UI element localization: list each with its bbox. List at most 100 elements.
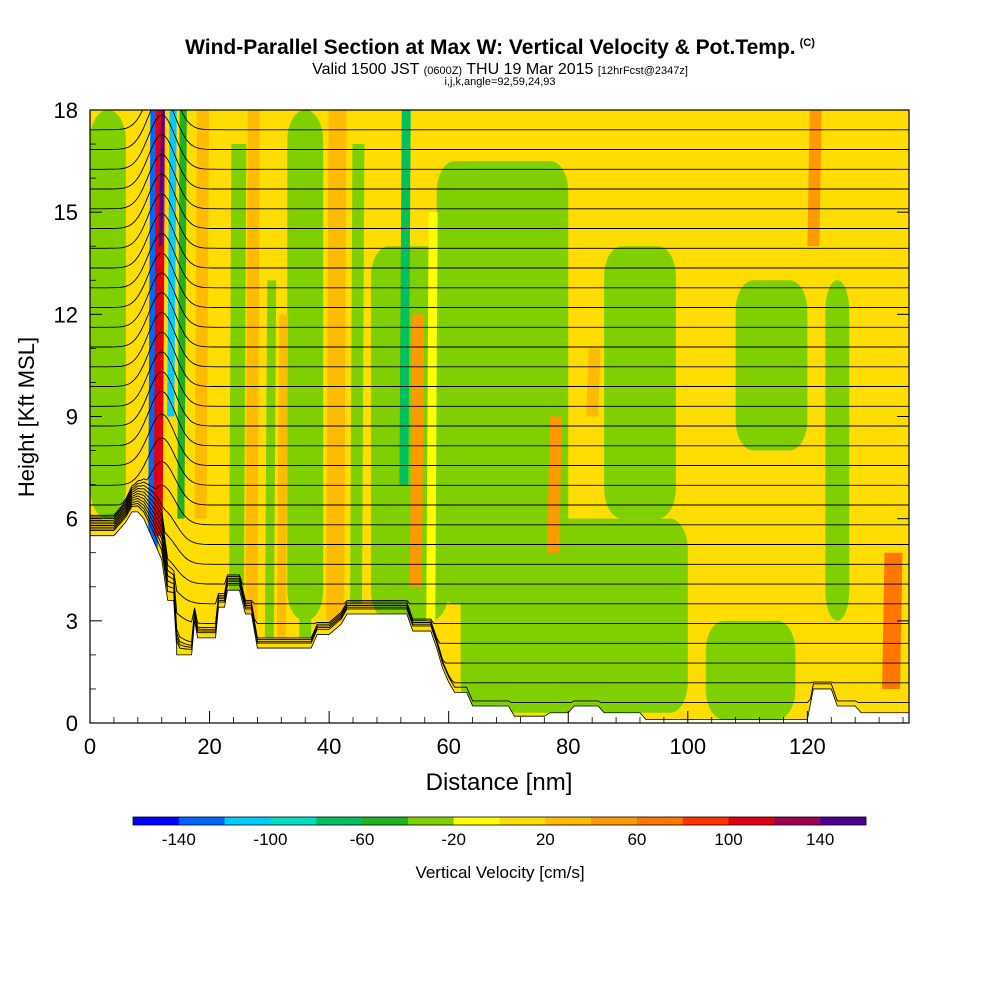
theta-contour xyxy=(90,292,909,348)
theta-contour xyxy=(90,114,909,170)
velocity-region xyxy=(735,280,808,451)
theta-contour xyxy=(90,213,909,269)
theta-contour xyxy=(90,492,909,605)
velocity-region xyxy=(604,246,676,519)
velocity-band xyxy=(409,314,425,587)
velocity-region xyxy=(460,518,688,713)
colorbar-swatch xyxy=(499,817,546,825)
y-tick-label: 18 xyxy=(54,98,78,123)
x-axis-label: Distance [nm] xyxy=(426,769,573,796)
x-tick-label: 80 xyxy=(556,734,580,759)
velocity-band xyxy=(426,212,438,621)
theta-contour xyxy=(90,110,909,150)
colorbar-tick-label: 100 xyxy=(714,830,742,849)
colorbar-swatch xyxy=(728,817,775,825)
theta-contour xyxy=(90,173,909,229)
y-tick-label: 9 xyxy=(66,405,78,430)
x-tick-label: 60 xyxy=(436,734,460,759)
theta-contour xyxy=(90,153,909,210)
y-tick-label: 6 xyxy=(66,507,78,532)
velocity-band xyxy=(299,212,314,638)
theta-contour xyxy=(90,484,909,545)
y-tick-label: 15 xyxy=(54,200,78,225)
colorbar-tick-label: -20 xyxy=(441,830,466,849)
velocity-band xyxy=(158,110,165,247)
subtitle-forecast: [12hrFcst@2347z] xyxy=(597,65,688,77)
velocity-band xyxy=(264,280,277,638)
theta-contour xyxy=(90,481,909,526)
velocity-band xyxy=(807,110,822,247)
theta-contour xyxy=(90,413,909,466)
velocity-band xyxy=(194,110,209,519)
colorbar-tick-label: 60 xyxy=(627,830,646,849)
y-tick-label: 3 xyxy=(66,609,78,634)
velocity-band xyxy=(276,314,289,638)
theta-contour xyxy=(90,272,909,328)
theta-contour xyxy=(90,331,909,387)
theta-contour xyxy=(90,252,909,308)
chart-title: Wind-Parallel Section at Max W: Vertical… xyxy=(0,36,1000,60)
subtitle-utc: (0600Z) xyxy=(423,65,463,77)
colorbar-frame xyxy=(132,816,867,826)
velocity-band xyxy=(882,552,903,689)
theta-contour xyxy=(90,490,909,585)
axes: 0 20 40 60 80 100 120 0 3 6 9 12 15 18 xyxy=(54,98,909,759)
y-tick-label: 0 xyxy=(66,711,78,736)
velocity-region xyxy=(705,620,796,720)
colorbar-swatch xyxy=(820,817,867,825)
velocity-band xyxy=(547,416,562,553)
subtitle-date: THU 19 Mar 2015 xyxy=(466,61,594,78)
potential-temperature-contours xyxy=(90,110,909,704)
colorbar-label: Vertical Velocity [cm/s] xyxy=(415,863,585,882)
velocity-band xyxy=(326,110,347,621)
theta-contour xyxy=(90,487,909,565)
theta-contour xyxy=(90,193,909,249)
copyright-mark: (C) xyxy=(799,37,815,49)
colorbar-tick-label: -100 xyxy=(253,830,287,849)
colorbar-swatch xyxy=(133,817,180,825)
colorbar: -140 -100 -60 -20 20 60 100 140 xyxy=(132,816,867,849)
colorbar-tick-label: -60 xyxy=(350,830,375,849)
velocity-band xyxy=(350,144,365,604)
x-tick-label: 40 xyxy=(317,734,341,759)
terrain-mask xyxy=(90,511,909,723)
theta-contour xyxy=(90,437,909,486)
x-tick-label: 0 xyxy=(84,734,96,759)
y-axis-label: Height [Kft MSL] xyxy=(14,337,39,497)
velocity-band xyxy=(228,144,247,604)
colorbar-swatch xyxy=(453,817,500,825)
terrain xyxy=(90,511,909,723)
theta-contour xyxy=(90,311,909,368)
theta-contour xyxy=(90,371,909,427)
colorbar-tick-label: 140 xyxy=(806,830,834,849)
title-text: Wind-Parallel Section at Max W: Vertical… xyxy=(185,36,796,59)
velocity-band xyxy=(399,110,411,485)
chart-subtitle: Valid 1500 JST (0600Z) THU 19 Mar 2015 [… xyxy=(0,61,1000,79)
x-tick-label: 120 xyxy=(789,734,826,759)
colorbar-swatch xyxy=(362,817,409,825)
colorbar-swatch xyxy=(774,817,821,825)
colorbar-swatch xyxy=(224,817,271,825)
x-tick-label: 20 xyxy=(197,734,221,759)
theta-contour xyxy=(90,232,909,289)
velocity-band xyxy=(177,110,187,519)
subtitle-valid: Valid 1500 JST xyxy=(312,61,420,78)
velocity-band xyxy=(245,110,260,621)
velocity-region xyxy=(436,161,569,604)
theta-contour xyxy=(90,351,909,407)
colorbar-swatch xyxy=(178,817,225,825)
theta-contour xyxy=(90,110,909,131)
colorbar-swatch xyxy=(591,817,638,825)
velocity-region xyxy=(825,280,850,621)
colorbar-swatch xyxy=(545,817,592,825)
colorbar-swatch xyxy=(682,817,729,825)
theta-contour xyxy=(90,390,909,447)
theta-contour xyxy=(90,134,909,190)
colorbar-tick-label: -140 xyxy=(162,830,196,849)
colorbar-tick-label: 20 xyxy=(536,830,555,849)
y-tick-label: 12 xyxy=(54,302,78,327)
colorbar-swatch xyxy=(270,817,317,825)
x-tick-label: 100 xyxy=(669,734,706,759)
colorbar-swatch xyxy=(636,817,684,825)
